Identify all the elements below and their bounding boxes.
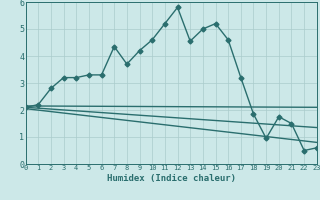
X-axis label: Humidex (Indice chaleur): Humidex (Indice chaleur): [107, 174, 236, 183]
